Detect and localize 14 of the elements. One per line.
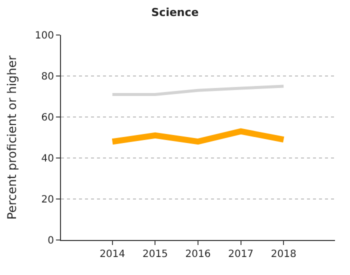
line-series [110, 84, 286, 96]
x-tick-label: 2015 [142, 249, 168, 260]
y-tick-label: 80 [41, 72, 54, 82]
y-axis-title: Percent proficient or higher [5, 55, 20, 220]
x-tick-label: 2018 [270, 249, 296, 260]
x-tick-label: 2014 [100, 249, 126, 260]
y-tick-label: 60 [41, 112, 54, 124]
y-tick-label: 100 [34, 30, 54, 42]
x-tick-label: 2016 [185, 249, 211, 260]
y-tick-label: 0 [48, 236, 54, 246]
y-tick-label: 20 [41, 194, 54, 206]
y-tick-label: 40 [41, 154, 54, 164]
chart-title: Science [151, 6, 199, 19]
x-tick-label: 2017 [228, 249, 254, 260]
